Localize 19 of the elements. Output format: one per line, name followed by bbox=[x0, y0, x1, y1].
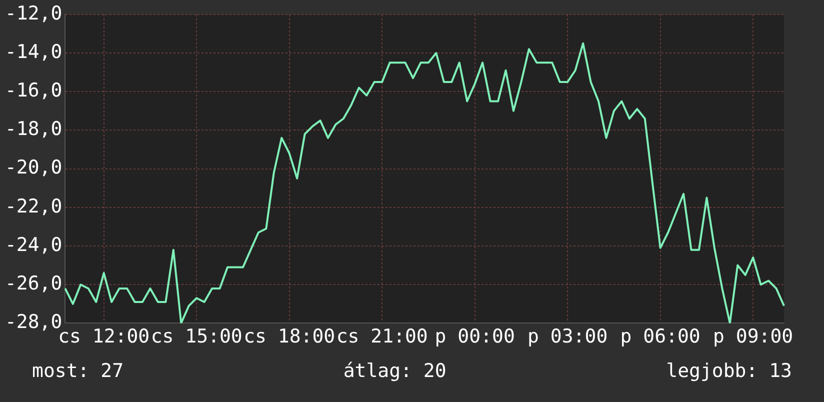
x-tick-label: p 06:00 bbox=[620, 326, 700, 348]
y-tick-label: -16,0 bbox=[4, 80, 62, 102]
text: most: 27 bbox=[32, 360, 124, 384]
x-tick-label: cs 21:00 bbox=[336, 326, 428, 348]
x-tick-label: cs 18:00 bbox=[244, 326, 336, 348]
x-tick-label: p 00:00 bbox=[434, 326, 515, 348]
y-tick-label: -26,0 bbox=[4, 272, 62, 295]
y-tick-label: -20,0 bbox=[4, 156, 62, 179]
x-tick-label: p 03:00 bbox=[528, 326, 608, 348]
text: átlag: 20 bbox=[343, 360, 446, 384]
text: legjobb: 13 bbox=[666, 360, 792, 384]
y-tick-label: -22,0 bbox=[4, 195, 62, 218]
y-tick-label: -12,0 bbox=[4, 2, 62, 24]
y-tick-label: -14,0 bbox=[4, 40, 62, 63]
y-tick-label: -24,0 bbox=[4, 234, 62, 256]
y-tick-label: -18,0 bbox=[4, 118, 62, 140]
x-tick-label: p 09:00 bbox=[713, 326, 794, 348]
x-tick-label: cs 15:00 bbox=[150, 326, 242, 348]
y-tick-label: -28,0 bbox=[4, 311, 62, 334]
